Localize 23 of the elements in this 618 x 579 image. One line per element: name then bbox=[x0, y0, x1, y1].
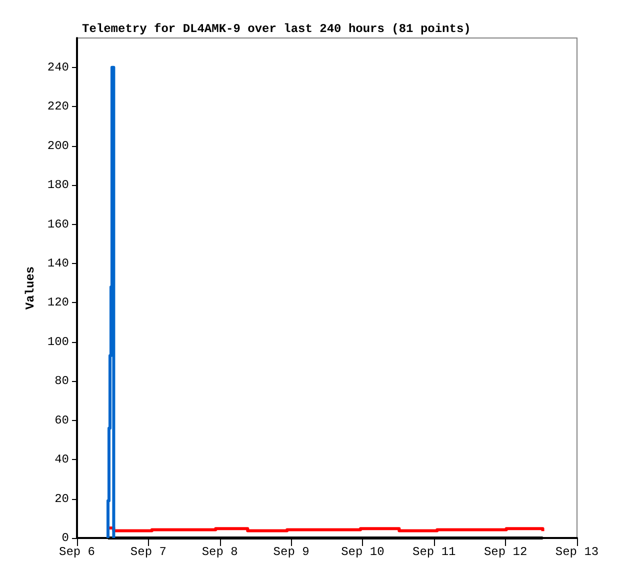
y-tick-label: 80 bbox=[54, 374, 69, 388]
x-tick-label: Sep 9 bbox=[273, 545, 310, 559]
x-tick-label: Sep 6 bbox=[58, 545, 96, 559]
chart-title: Telemetry for DL4AMK-9 over last 240 hours (81 points) bbox=[82, 22, 471, 36]
y-tick-label: 160 bbox=[47, 217, 69, 232]
y-tick-label: 60 bbox=[54, 413, 69, 428]
y-axis-title: Values bbox=[23, 266, 38, 310]
y-tick-label: 120 bbox=[47, 296, 69, 310]
x-tick-label: Sep 12 bbox=[484, 545, 528, 559]
x-tick-label: Sep 11 bbox=[412, 545, 456, 559]
y-tick-label: 100 bbox=[47, 334, 69, 349]
y-tick-label: 240 bbox=[47, 60, 69, 74]
y-tick-label: 180 bbox=[47, 178, 69, 192]
y-tick-label: 20 bbox=[54, 492, 69, 506]
y-tick-label: 220 bbox=[47, 100, 69, 114]
y-tick-label: 140 bbox=[47, 256, 69, 270]
y-tick-label: 40 bbox=[54, 452, 69, 467]
x-tick-label: Sep 13 bbox=[555, 545, 599, 559]
y-tick-label: 0 bbox=[62, 531, 69, 545]
y-tick-label: 200 bbox=[47, 138, 69, 153]
x-tick-label: Sep 10 bbox=[341, 545, 384, 559]
x-tick-label: Sep 7 bbox=[130, 545, 166, 559]
x-tick-label: Sep 8 bbox=[202, 545, 238, 559]
